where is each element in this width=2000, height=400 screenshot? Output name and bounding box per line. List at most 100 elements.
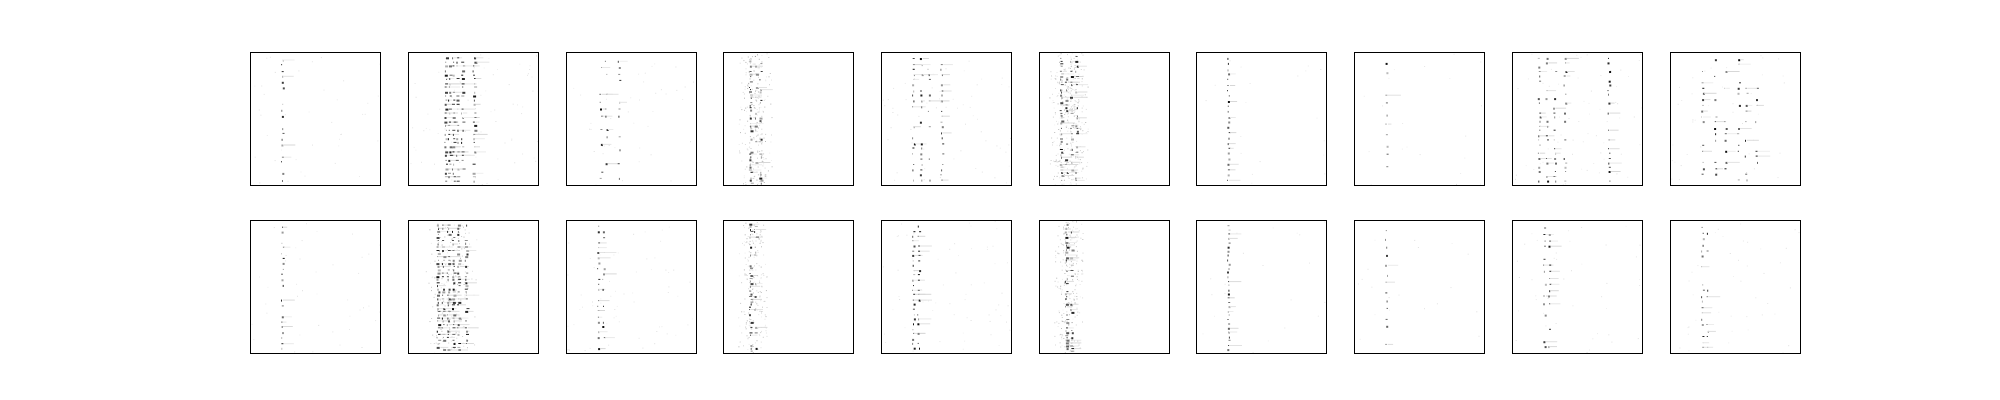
heatmap-cell — [442, 298, 444, 300]
heatmap-cell — [457, 168, 460, 171]
heatmap-noise-cell — [1063, 94, 1065, 96]
heatmap-noise-cell — [457, 279, 459, 281]
heatmap-noise-cell — [746, 275, 748, 276]
heatmap-cell — [1228, 233, 1231, 235]
heatmap-noise-cell — [1054, 175, 1055, 177]
heatmap-noise-cell — [1075, 273, 1076, 275]
heatmap-cell — [437, 272, 441, 275]
heatmap-noise-cell — [449, 301, 451, 303]
heatmap-noise-cell — [1524, 243, 1526, 245]
heatmap-cell — [462, 91, 466, 94]
heatmap-cell — [1564, 166, 1567, 169]
heatmap-cell — [1228, 121, 1231, 124]
heatmap-noise-cell — [1065, 96, 1067, 98]
heatmap-noise-cell — [748, 313, 750, 315]
heatmap-noise-cell — [1069, 302, 1070, 304]
heatmap-cell — [918, 299, 921, 302]
heatmap-noise-cell — [751, 268, 753, 270]
heatmap-cell — [913, 274, 916, 276]
heatmap-cell — [474, 117, 478, 118]
heatmap-noise-cell — [1070, 182, 1072, 184]
heatmap-noise-cell — [1075, 170, 1077, 172]
heatmap-noise-cell — [1072, 262, 1074, 264]
heatmap-noise-cell — [758, 111, 760, 113]
heatmap-noise-cell — [627, 111, 629, 113]
heatmap-noise-cell — [751, 166, 753, 168]
heatmap-cell — [1066, 327, 1069, 329]
heatmap-image — [425, 223, 480, 353]
heatmap-noise-cell — [757, 275, 758, 276]
heatmap-noise-cell — [1608, 334, 1610, 336]
heatmap-noise-cell — [1078, 230, 1080, 232]
heatmap-noise-cell — [750, 319, 752, 321]
heatmap-streak — [752, 94, 762, 96]
heatmap-noise-cell — [442, 340, 444, 342]
heatmap-cell — [928, 78, 931, 80]
heatmap-noise-cell — [1563, 278, 1565, 280]
heatmap-cell — [466, 308, 470, 310]
heatmap-noise-cell — [429, 229, 431, 231]
heatmap-noise-cell — [762, 336, 764, 338]
heatmap-cell — [1065, 251, 1069, 254]
heatmap-cell — [1538, 135, 1540, 138]
heatmap-noise-cell — [1077, 273, 1079, 275]
heatmap-cell — [1071, 330, 1073, 331]
heatmap-streak — [1555, 152, 1561, 154]
heatmap-noise-cell — [1267, 340, 1269, 342]
heatmap-streak — [1074, 169, 1079, 171]
heatmap-cell — [917, 332, 920, 335]
heatmap-noise-cell — [439, 299, 441, 301]
heatmap-cell — [437, 256, 439, 258]
heatmap-noise-cell — [459, 279, 461, 281]
heatmap-noise-cell — [1242, 252, 1244, 254]
heatmap-cell — [449, 163, 452, 165]
heatmap-cell — [457, 151, 461, 153]
heatmap-cell — [598, 283, 600, 285]
heatmap-streak — [452, 108, 460, 110]
heatmap-cell — [456, 103, 460, 105]
heatmap-noise-cell — [450, 273, 452, 275]
heatmap-noise-cell — [1069, 87, 1071, 89]
heatmap-cell — [940, 68, 942, 71]
heatmap-noise-cell — [771, 166, 773, 168]
heatmap-noise-cell — [1065, 250, 1067, 252]
heatmap-noise-cell — [1077, 105, 1079, 107]
heatmap-cell — [1060, 169, 1064, 171]
heatmap-noise-cell — [1054, 335, 1056, 337]
heatmap-noise-cell — [749, 318, 750, 320]
heatmap-noise-cell — [1525, 165, 1527, 167]
heatmap-noise-cell — [1076, 307, 1078, 309]
heatmap-cell — [750, 109, 753, 112]
heatmap-cell — [750, 350, 753, 352]
heatmap-cell — [449, 74, 453, 76]
heatmap-cell — [453, 265, 455, 267]
heatmap-noise-cell — [375, 320, 377, 322]
heatmap-noise-cell — [1066, 320, 1068, 322]
heatmap-streak — [919, 235, 926, 237]
heatmap-noise-cell — [1251, 182, 1253, 184]
heatmap-noise-cell — [1064, 224, 1066, 226]
heatmap-noise-cell — [427, 113, 429, 115]
heatmap-cell — [1227, 225, 1230, 227]
heatmap-cell — [606, 136, 608, 139]
heatmap-noise-cell — [1060, 114, 1062, 116]
heatmap-noise-cell — [1252, 352, 1254, 353]
heatmap-cell — [282, 246, 285, 248]
heatmap-cell — [760, 63, 763, 65]
heatmap-cell — [465, 298, 468, 300]
heatmap-noise-cell — [1084, 94, 1086, 96]
heatmap-cell — [1228, 302, 1231, 303]
heatmap-streak — [450, 83, 461, 85]
heatmap-noise-cell — [755, 308, 757, 310]
heatmap-streak — [1548, 135, 1555, 137]
heatmap-noise-cell — [661, 326, 663, 328]
heatmap-noise-cell — [748, 336, 750, 338]
heatmap-noise-cell — [590, 128, 592, 130]
heatmap-noise-cell — [1603, 142, 1605, 144]
heatmap-cell — [281, 161, 282, 163]
heatmap-noise-cell — [459, 243, 460, 245]
heatmap-noise-cell — [436, 240, 438, 242]
heatmap-noise-cell — [483, 67, 485, 69]
heatmap-noise-cell — [931, 87, 933, 89]
heatmap-noise-cell — [1417, 247, 1419, 248]
